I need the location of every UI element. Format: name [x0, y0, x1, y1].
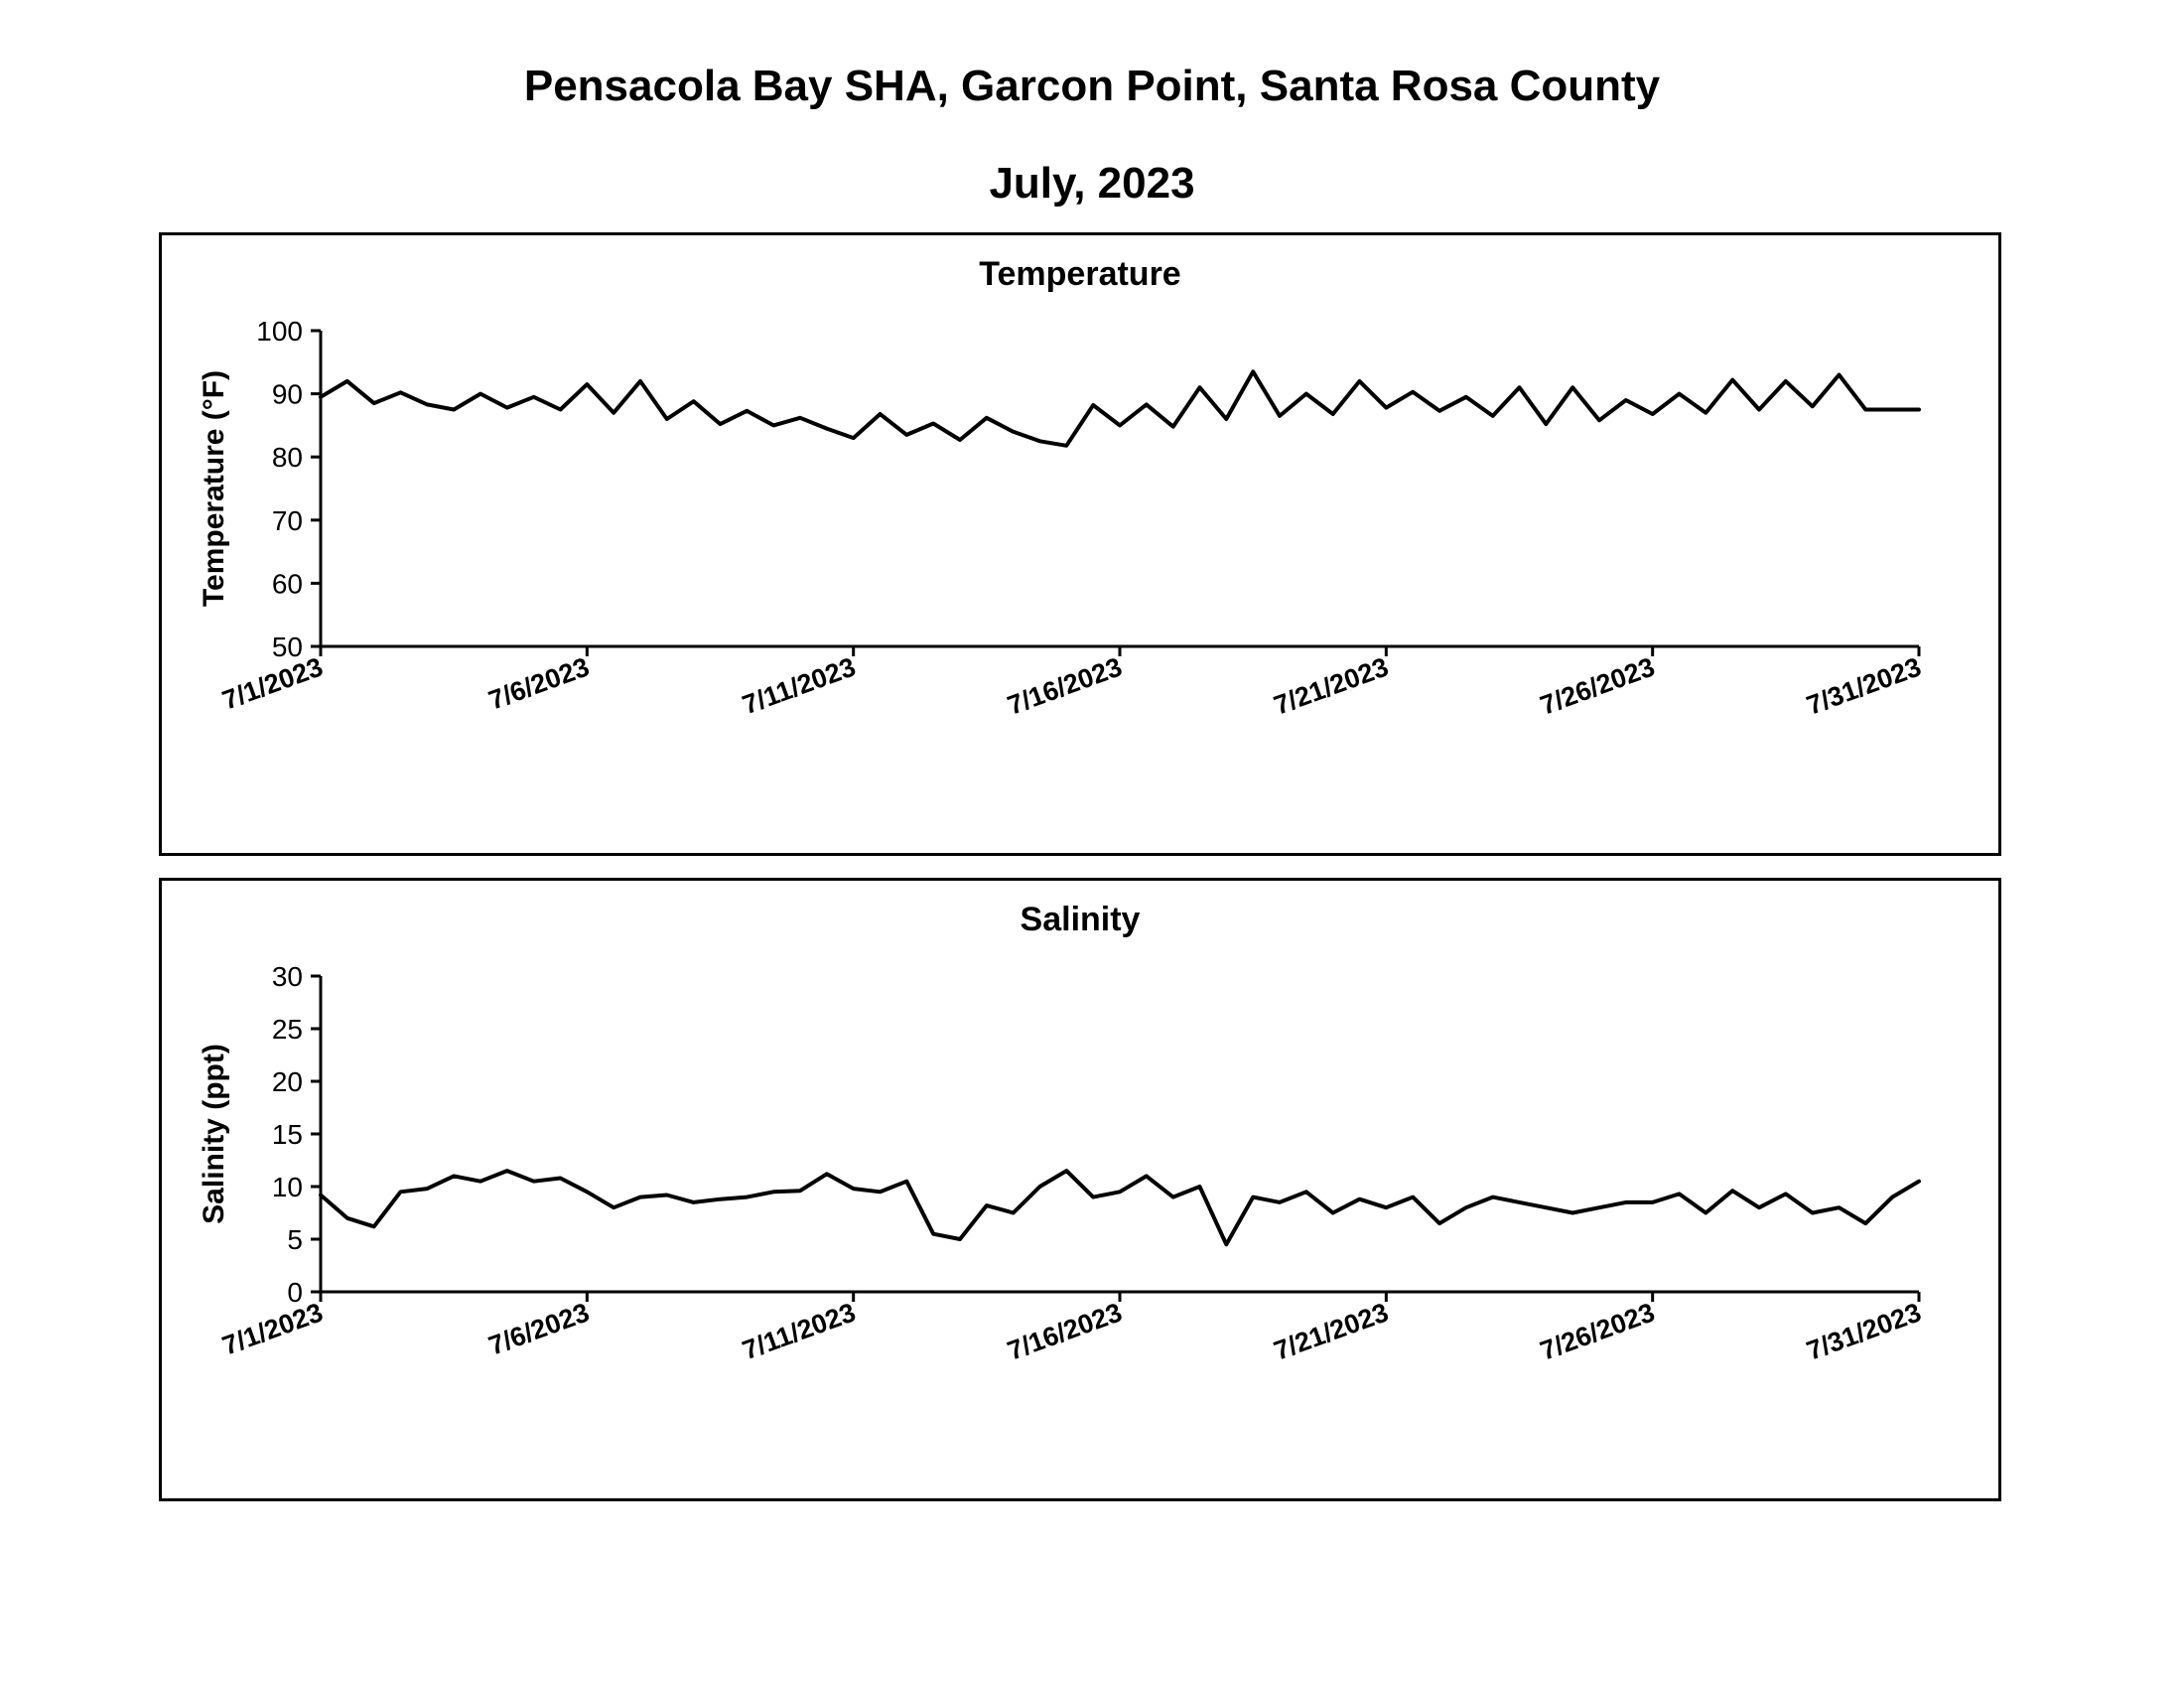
- salinity-y-tick-label: 10: [272, 1172, 303, 1202]
- temperature-chart-title: Temperature: [979, 255, 1180, 293]
- temperature-y-tick-label: 90: [272, 379, 303, 410]
- salinity-x-tick-label: 7/16/2023: [1004, 1297, 1126, 1365]
- temperature-x-tick-label: 7/21/2023: [1270, 651, 1392, 720]
- salinity-chart: Salinity Salinity (ppt) 0 5 10 15 20 25 30 7/1/20…: [198, 901, 1925, 1366]
- temperature-x-tick-label: 7/6/2023: [484, 651, 593, 715]
- salinity-y-tick-label: 30: [272, 961, 303, 992]
- temperature-x-tick-label: 7/16/2023: [1004, 651, 1126, 720]
- salinity-x-tick-label: 7/1/2023: [218, 1297, 327, 1360]
- salinity-x-tick-label: 7/21/2023: [1270, 1297, 1392, 1365]
- salinity-series-line: [319, 1169, 1921, 1247]
- salinity-y-tick-label: 20: [272, 1066, 303, 1097]
- temperature-chart: Temperature Temperature (°F) 50 60 70 80 90 100…: [198, 255, 1925, 721]
- temperature-y-tick-label: 70: [272, 505, 303, 536]
- salinity-chart-panel: Salinity Salinity (ppt) 0 5 10 15 20 25 30 7/1/20…: [159, 878, 2001, 1501]
- page-subtitle: July, 2023: [989, 159, 1195, 208]
- salinity-y-tick-label: 15: [272, 1119, 303, 1150]
- temperature-x-tick-label: 7/26/2023: [1537, 651, 1659, 720]
- salinity-chart-title: Salinity: [1021, 901, 1141, 938]
- salinity-x-tick-label: 7/26/2023: [1537, 1297, 1659, 1365]
- temperature-y-tick-label: 60: [272, 568, 303, 599]
- temperature-y-axis-title: Temperature (°F): [198, 370, 230, 607]
- salinity-y-axis-title: Salinity (ppt): [198, 1044, 230, 1224]
- temperature-series-line: [319, 369, 1921, 448]
- salinity-x-tick-label: 7/31/2023: [1803, 1297, 1925, 1365]
- salinity-y-tick-label: 25: [272, 1014, 303, 1045]
- temperature-y-tick-label: 50: [272, 632, 303, 662]
- salinity-x-tick-label: 7/11/2023: [739, 1297, 860, 1365]
- salinity-y-tick-label: 5: [287, 1224, 303, 1255]
- temperature-x-tick-label: 7/31/2023: [1803, 651, 1925, 720]
- page-title: Pensacola Bay SHA, Garcon Point, Santa R…: [523, 62, 1661, 110]
- temperature-x-tick-label: 7/11/2023: [739, 651, 860, 720]
- temperature-y-tick-label: 80: [272, 442, 303, 473]
- salinity-y-tick-label: 0: [287, 1277, 303, 1308]
- temperature-chart-panel: Temperature Temperature (°F) 50 60 70 80 90 100…: [159, 232, 2001, 856]
- temperature-y-tick-label: 100: [256, 316, 303, 347]
- salinity-x-tick-label: 7/6/2023: [484, 1297, 593, 1360]
